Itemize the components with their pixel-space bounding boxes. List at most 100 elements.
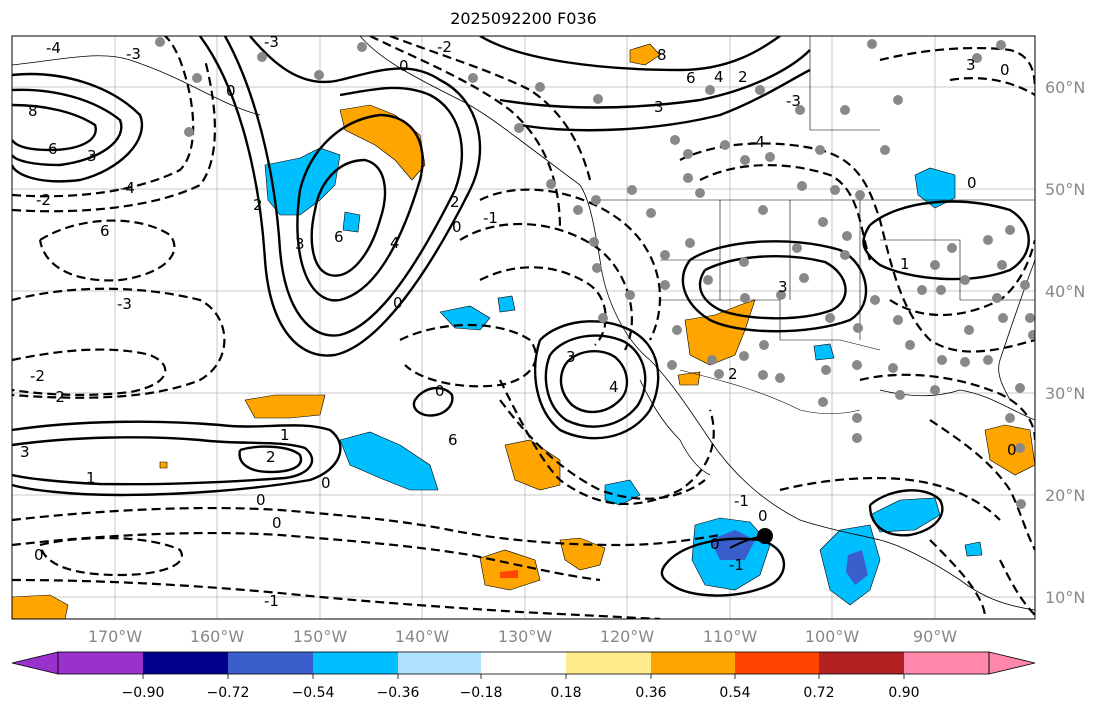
station-markers	[155, 37, 1035, 509]
contour-label: 3	[295, 235, 305, 253]
colorbar-segment	[819, 652, 904, 674]
contour-label: 6	[686, 69, 696, 87]
colorbar-tick-label: −0.36	[377, 685, 420, 701]
contour-label: 0	[399, 57, 409, 75]
contour-label: 3	[966, 56, 976, 74]
contour-label: -2	[30, 367, 45, 385]
contour-label: 0	[34, 546, 44, 564]
colorbar-frame	[57, 651, 990, 675]
colorbar-segment	[58, 652, 143, 674]
colorbar-tick-label: 0.18	[550, 685, 581, 701]
lon-label: 120°W	[600, 627, 655, 646]
contour-label: 1	[86, 469, 96, 487]
contour-label: 0	[758, 507, 768, 525]
contour-label: 0	[435, 382, 445, 400]
contour-label: -3	[264, 33, 279, 51]
colorbar-extend-low	[11, 651, 59, 675]
contour-label: 3	[778, 278, 788, 296]
contour-label: -4	[46, 39, 61, 57]
contour-label: 0	[967, 174, 977, 192]
contour-label: -4	[750, 133, 765, 151]
contour-label: -3	[786, 92, 801, 110]
contour-label: -4	[120, 179, 135, 197]
longitude-axis: 170°W 160°W 150°W 140°W 130°W 120°W 110°…	[88, 627, 957, 646]
contour-label: 0	[321, 474, 331, 492]
colorbar-segment	[228, 652, 313, 674]
contour-label: 6	[334, 228, 344, 246]
contour-label: 0	[226, 82, 236, 100]
shading-positive	[12, 43, 1035, 619]
shading-strong-negative	[710, 530, 868, 585]
storm-center-marker	[757, 528, 773, 544]
contour-labels: -4 -3 -3 -2 8 6 3 -2 -4 6 -3 -2 -2 0 2 3…	[20, 33, 1017, 610]
lat-label: 30°N	[1045, 384, 1085, 403]
colorbar-segment	[398, 652, 481, 674]
colorbar-tick-label: 0.54	[719, 685, 750, 701]
contour-label: 1	[280, 426, 290, 444]
lon-label: 100°W	[805, 627, 860, 646]
colorbar-segment	[313, 652, 398, 674]
lon-label: 160°W	[190, 627, 245, 646]
colorbar-tick-label: −0.54	[292, 685, 335, 701]
contour-label: -2	[50, 388, 65, 406]
lon-label: 110°W	[703, 627, 758, 646]
political-boundaries	[600, 36, 1035, 415]
contour-label: -3	[126, 45, 141, 63]
contour-label: 2	[266, 448, 276, 466]
contour-label: 0	[710, 535, 720, 553]
contour-label: 8	[28, 102, 38, 120]
contour-label: 2	[253, 196, 263, 214]
colorbar-tick-label: −0.90	[122, 685, 165, 701]
contour-label: 3	[566, 348, 576, 366]
colorbar-tick-label: 0.90	[888, 685, 919, 701]
map-background	[12, 36, 1035, 619]
lon-label: 90°W	[913, 627, 957, 646]
map-title: 2025092200 F036	[450, 9, 597, 28]
contour-label: -3	[117, 295, 132, 313]
contour-label: 6	[448, 431, 458, 449]
shading-strong-positive	[500, 570, 518, 578]
colorbar-tick-label: 0.36	[635, 685, 666, 701]
contour-label: -1	[483, 209, 498, 227]
contours-positive	[12, 36, 1030, 597]
contour-label: -1	[734, 492, 749, 510]
lat-label: 10°N	[1045, 588, 1085, 607]
lat-label: 20°N	[1045, 486, 1085, 505]
contour-label: 4	[390, 234, 400, 252]
contour-label: -1	[264, 592, 279, 610]
map-frame	[11, 35, 1036, 620]
colorbar-tick-label: −0.18	[460, 685, 503, 701]
contour-label: 4	[714, 68, 724, 86]
colorbar-tick-label: 0.72	[803, 685, 834, 701]
lon-label: 150°W	[293, 627, 348, 646]
contour-label: 1	[900, 255, 910, 273]
contour-label: 3	[20, 443, 30, 461]
colorbar-segment	[566, 652, 651, 674]
contour-label: 8	[657, 46, 667, 64]
colorbar-tick-label: −0.72	[207, 685, 250, 701]
contour-label: 6	[100, 222, 110, 240]
lat-label: 40°N	[1045, 282, 1085, 301]
lat-label: 50°N	[1045, 180, 1085, 199]
contour-label: 0	[452, 218, 462, 236]
contour-label: 2	[728, 365, 738, 383]
lat-label: 60°N	[1045, 78, 1085, 97]
colorbar-segment	[651, 652, 735, 674]
contour-label: -1	[729, 556, 744, 574]
contour-label: 3	[87, 147, 97, 165]
lon-label: 130°W	[498, 627, 553, 646]
contour-label: -2	[437, 38, 452, 56]
contour-label: -2	[36, 191, 51, 209]
contour-label: 0	[393, 294, 403, 312]
lon-label: 140°W	[395, 627, 450, 646]
contour-label: 4	[609, 378, 619, 396]
contour-label: 3	[654, 98, 664, 116]
colorbar: −0.90 −0.72 −0.54 −0.36 −0.18 0.18 0.36 …	[11, 651, 1036, 701]
contour-label: 0	[272, 514, 282, 532]
colorbar-segment	[735, 652, 819, 674]
colorbar-segment	[904, 652, 989, 674]
contour-label: 0	[1000, 61, 1010, 79]
colorbar-segment	[143, 652, 228, 674]
contour-label: 0	[256, 491, 266, 509]
